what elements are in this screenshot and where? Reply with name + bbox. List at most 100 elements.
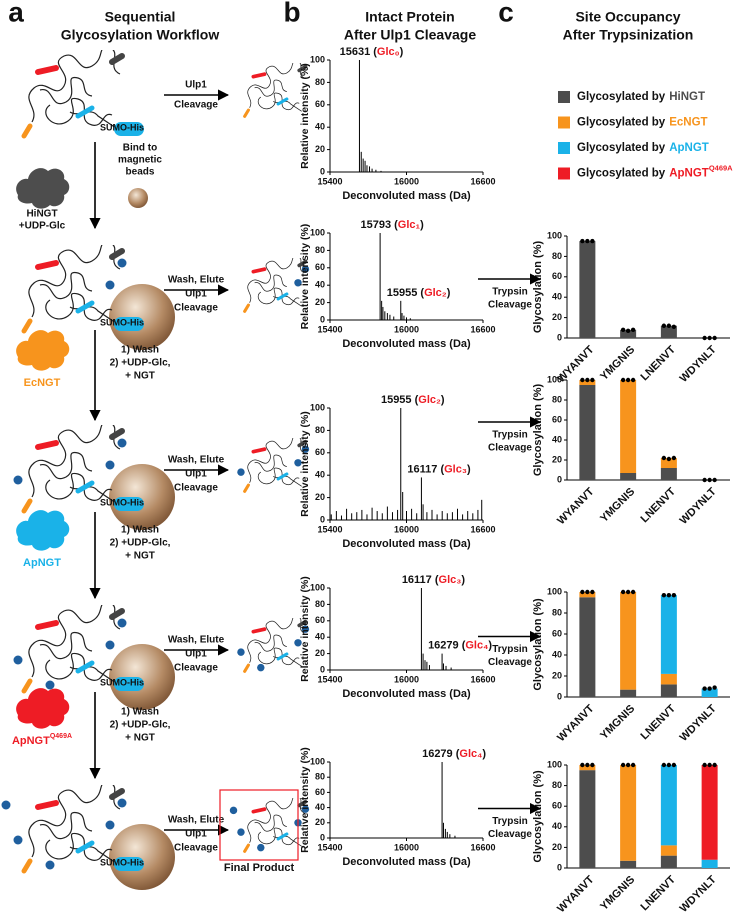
annotation-mass: 15631 ( — [340, 46, 378, 58]
glucose — [294, 279, 302, 287]
y-axis-label: Glycosylation (%) — [532, 384, 544, 477]
y-axis-label: Relative intensity (%) — [299, 63, 311, 169]
annotation-close: ) — [482, 748, 486, 760]
y-tick-label: 100 — [547, 374, 562, 384]
enzyme-label: HiNGT — [26, 209, 57, 220]
bar-segment — [620, 592, 637, 690]
x-tick-label: 15400 — [317, 842, 342, 852]
replicate-point — [580, 377, 585, 383]
replicate-point — [666, 592, 672, 598]
replicate-point — [625, 762, 631, 768]
replicate-point — [671, 324, 677, 329]
bar-segment — [701, 688, 718, 697]
sumo-label: SUMO-His — [100, 497, 144, 507]
enzyme-name: EcNGT — [24, 377, 61, 389]
replicate-point — [585, 238, 590, 244]
step-label: 1) Wash — [121, 345, 159, 356]
x-axis-label: Deconvoluted mass (Da) — [342, 538, 471, 550]
glucose — [301, 265, 310, 273]
replicate-point — [630, 589, 636, 595]
y-tick-label: 40 — [552, 292, 562, 302]
y-tick-label: 80 — [315, 425, 325, 435]
sumo-label: SUMO-His — [100, 122, 144, 132]
protein-cartoon — [13, 602, 175, 710]
step-label: Cleavage — [174, 843, 218, 854]
step-label: 1) Wash — [121, 525, 159, 536]
step-label: Wash, Elute — [168, 815, 225, 826]
replicate-point — [666, 456, 672, 462]
x-tick-label: 16000 — [394, 176, 419, 186]
legend-entry: Glycosylated by EcNGT — [577, 117, 708, 129]
y-tick-label: 80 — [315, 599, 325, 609]
panel-letter: a — [8, 0, 24, 27]
y-tick-label: 20 — [315, 297, 325, 307]
glucose — [237, 648, 245, 656]
y-tick-label: 60 — [315, 447, 325, 457]
x-axis-label: Deconvoluted mass (Da) — [342, 190, 471, 202]
annotation-mass: 15955 ( — [387, 287, 425, 299]
glucose — [257, 843, 265, 852]
glucose — [105, 820, 115, 830]
panel-letter: c — [498, 0, 514, 27]
annotation-mass: 15793 ( — [360, 219, 398, 231]
y-axis-label: Glycosylation (%) — [532, 598, 544, 691]
category-label: WDYNLT — [678, 702, 719, 743]
step-label: Cleavage — [488, 829, 532, 840]
replicate-point — [585, 762, 590, 768]
y-tick-label: 20 — [315, 648, 325, 658]
y-tick-label: 40 — [552, 821, 562, 831]
final-label: Final Product — [224, 862, 295, 874]
replicate-point — [590, 377, 595, 383]
replicate-point — [712, 762, 717, 768]
panel-title: Glycosylation Workflow — [61, 27, 220, 43]
replicate-point — [625, 377, 631, 383]
panel-title: Sequential — [105, 9, 176, 25]
protein-cleaved — [245, 61, 306, 116]
x-tick-label: 16000 — [394, 324, 419, 334]
y-axis-label: Relative intensity (%) — [299, 411, 311, 517]
replicate-point — [630, 377, 636, 383]
y-tick-label: 0 — [320, 314, 325, 324]
glucose — [301, 625, 310, 633]
legend-enzyme: EcNGT — [669, 117, 707, 129]
glucose — [45, 680, 55, 690]
legend-prefix: Glycosylated by — [577, 168, 666, 180]
peak-annotation: 15631 (Glc₀) — [340, 46, 404, 58]
bar-segment — [660, 684, 677, 697]
y-tick-label: 0 — [557, 474, 562, 484]
sumo-tag — [114, 122, 144, 136]
protein — [245, 61, 306, 116]
x-axis-label: Deconvoluted mass (Da) — [342, 338, 471, 350]
legend-enzyme: HiNGT — [669, 91, 705, 103]
glucose — [294, 639, 302, 647]
category-label: WDYNLT — [678, 343, 719, 384]
glucose — [301, 805, 310, 813]
step-label: Ulp1 — [185, 829, 207, 840]
y-axis-label: Glycosylation (%) — [532, 770, 544, 863]
glucose — [229, 806, 238, 815]
y-tick-label: 60 — [315, 99, 325, 109]
replicate-point — [620, 589, 626, 595]
protein-cleaved — [229, 796, 310, 852]
glucose — [294, 459, 302, 467]
peak-annotation: 15955 (Glc₂) — [381, 394, 445, 406]
enzyme-name: ApNGT — [12, 735, 50, 747]
replicate-point — [580, 762, 585, 768]
x-axis-label: Deconvoluted mass (Da) — [342, 688, 471, 700]
y-axis-label: Relative intensity (%) — [299, 224, 311, 330]
y-tick-label: 100 — [547, 586, 562, 596]
replicate-point — [707, 686, 712, 691]
bar-segment — [660, 595, 677, 674]
x-tick-label: 16600 — [470, 842, 495, 852]
x-tick-label: 15400 — [317, 524, 342, 534]
y-tick-label: 20 — [552, 670, 562, 680]
glucose — [301, 445, 310, 453]
peak-annotation: 15793 (Glc₁) — [360, 219, 424, 231]
glucose — [257, 663, 265, 672]
category-label: WYANVT — [555, 873, 597, 915]
y-tick-label: 40 — [552, 649, 562, 659]
glucose — [237, 468, 245, 476]
bar-segment — [579, 597, 596, 697]
replicate-point — [620, 327, 626, 333]
